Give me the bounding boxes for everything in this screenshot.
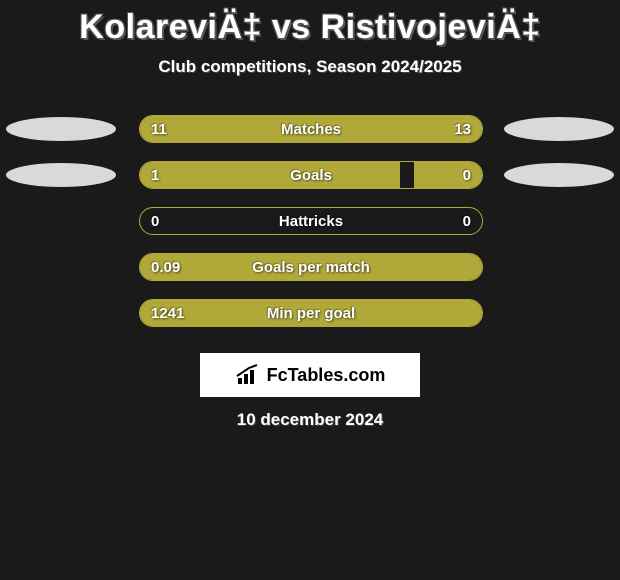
stat-label: Goals per match	[140, 254, 482, 280]
bar-chart-icon	[235, 364, 263, 386]
player-right-marker	[504, 117, 614, 141]
stat-bar: 1113Matches	[139, 115, 483, 143]
stat-bar: 00Hattricks	[139, 207, 483, 235]
stat-row: 1113Matches	[0, 115, 620, 143]
stat-row: 0.09Goals per match	[0, 253, 620, 281]
fctables-logo[interactable]: FcTables.com	[200, 353, 420, 397]
stat-label: Hattricks	[140, 208, 482, 234]
stat-row: 00Hattricks	[0, 207, 620, 235]
logo-text: FcTables.com	[267, 365, 386, 386]
comparison-infographic: KolareviÄ‡ vs RistivojeviÄ‡ Club competi…	[0, 0, 620, 580]
stat-row: 10Goals	[0, 161, 620, 189]
page-subtitle: Club competitions, Season 2024/2025	[0, 57, 620, 77]
stat-label: Matches	[140, 116, 482, 142]
date-text: 10 december 2024	[0, 410, 620, 430]
page-title: KolareviÄ‡ vs RistivojeviÄ‡	[0, 0, 620, 47]
stat-label: Min per goal	[140, 300, 482, 326]
stat-bar: 0.09Goals per match	[139, 253, 483, 281]
player-right-marker	[504, 163, 614, 187]
stat-bar: 10Goals	[139, 161, 483, 189]
logo-inner: FcTables.com	[235, 364, 386, 386]
stat-rows: 1113Matches 10Goals 00Hattricks 0.09Goals p…	[0, 115, 620, 327]
player-left-marker	[6, 163, 116, 187]
stat-bar: 1241Min per goal	[139, 299, 483, 327]
stat-row: 1241Min per goal	[0, 299, 620, 327]
stat-label: Goals	[140, 162, 482, 188]
player-left-marker	[6, 117, 116, 141]
